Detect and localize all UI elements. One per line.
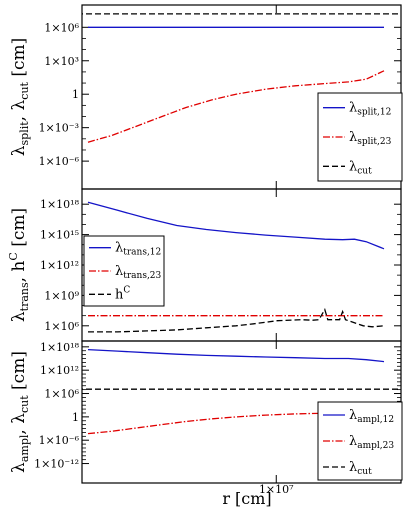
- series-line-1: [87, 348, 385, 363]
- y-tick-label: 1×10⁶: [44, 320, 79, 333]
- y-axis-label: λtrans, hC [cm]: [7, 208, 31, 322]
- y-tick-label: 1×10⁻¹²: [34, 458, 79, 471]
- legend-label: λcut: [349, 460, 372, 477]
- legend-label: λsplit,12: [349, 101, 391, 118]
- panel-3: 1×10¹⁸1×10¹²1×10⁶11×10⁻⁶1×10⁻¹²λampl,12λ…: [9, 340, 403, 484]
- y-tick-label: 1×10³: [44, 55, 79, 68]
- legend-label: λsplit,23: [349, 130, 392, 147]
- y-tick-label: 1: [72, 88, 79, 101]
- panel-1: 1×10⁶ 1×10³ 1 1×10⁻³ 1×10⁻⁶ λsplit,12 λsplit,2…: [9, 4, 403, 190]
- legend: λtrans,12 λtrans,23 hC: [83, 235, 165, 307]
- y-axis-label: λsplit, λcut [cm]: [9, 38, 31, 157]
- y-tick-label: 1×10⁶: [44, 388, 79, 401]
- legend-label: λampl,23: [349, 434, 394, 451]
- y-tick-label: 1×10⁻⁶: [39, 434, 80, 447]
- y-tick-label: 1×10¹²: [40, 259, 79, 272]
- series-line-2: [87, 70, 385, 143]
- y-tick-label: 1×10¹⁵: [40, 229, 79, 242]
- legend-label: hC: [115, 285, 130, 302]
- series-line-3: [88, 307, 385, 333]
- panel-2: 1×10¹⁸1×10¹⁵1×10¹²1×10⁹1×10⁶λtrans,12λtr…: [7, 188, 402, 342]
- x-tick-label: 1×10⁷: [259, 483, 294, 496]
- y-tick-label: 1×10¹⁸: [40, 341, 80, 354]
- series-line-1: [87, 201, 385, 250]
- y-tick-label: 1: [72, 411, 79, 424]
- legend-label: λtrans,12: [115, 241, 161, 258]
- y-tick-label: 1×10⁻⁶: [39, 155, 80, 168]
- y-tick-label: 1×10⁻³: [39, 122, 79, 135]
- y-tick-label: 1×10⁹: [44, 289, 79, 302]
- y-tick-label: 1×10¹²: [40, 364, 79, 377]
- series-line-2: [87, 408, 385, 435]
- legend: λampl,12 λampl,23 λcut: [317, 401, 403, 481]
- y-axis-label: λampl, λcut [cm]: [9, 351, 31, 473]
- x-axis-label: r [cm]: [222, 489, 271, 508]
- legend: λsplit,12 λsplit,23 λcut: [317, 92, 403, 182]
- legend-label: λcut: [349, 159, 372, 176]
- y-tick-label: 1×10¹⁸: [40, 198, 80, 211]
- legend-label: λampl,12: [349, 408, 394, 425]
- y-tick-label: 1×10⁶: [44, 21, 79, 34]
- legend-label: λtrans,23: [115, 264, 162, 281]
